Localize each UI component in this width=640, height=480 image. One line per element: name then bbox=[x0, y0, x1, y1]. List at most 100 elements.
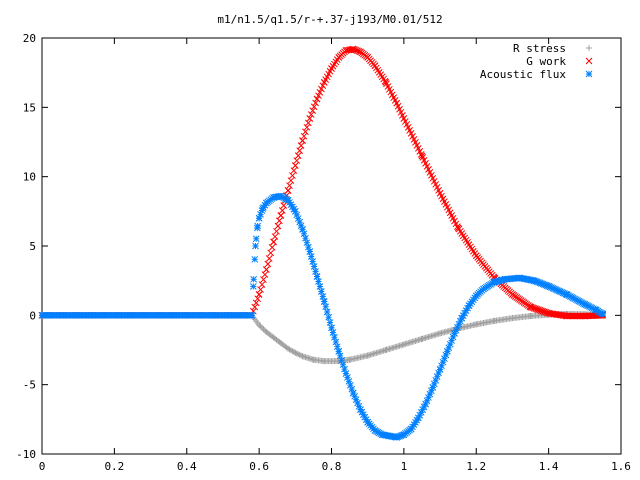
data-point bbox=[260, 276, 267, 283]
data-point bbox=[400, 115, 408, 122]
data-point bbox=[331, 333, 338, 341]
chart-title: m1/n1.5/q1.5/r-+.37-j193/M0.01/512 bbox=[217, 13, 442, 26]
x-tick-label: 0.6 bbox=[249, 460, 269, 473]
data-point bbox=[256, 322, 263, 329]
data-point bbox=[261, 271, 269, 278]
data-point bbox=[290, 167, 298, 174]
legend-label: R stress bbox=[513, 42, 566, 55]
data-point bbox=[300, 230, 308, 238]
data-point bbox=[393, 99, 400, 107]
data-point bbox=[341, 365, 348, 373]
data-point bbox=[309, 107, 317, 115]
data-point bbox=[310, 356, 317, 363]
data-point bbox=[263, 328, 270, 335]
data-point bbox=[429, 384, 437, 391]
data-point bbox=[322, 303, 330, 311]
data-point bbox=[472, 292, 480, 300]
data-point bbox=[287, 177, 295, 184]
data-point bbox=[435, 369, 442, 377]
y-tick-label: 5 bbox=[29, 240, 36, 253]
data-point bbox=[300, 132, 308, 140]
data-point bbox=[315, 92, 322, 100]
data-point bbox=[530, 277, 538, 285]
data-point bbox=[332, 338, 340, 346]
data-point bbox=[328, 65, 335, 72]
data-point bbox=[326, 319, 334, 326]
data-point bbox=[335, 348, 343, 355]
x-tick-label: 0 bbox=[39, 460, 46, 473]
data-point bbox=[284, 187, 292, 194]
data-point bbox=[393, 434, 400, 441]
data-point bbox=[293, 157, 301, 164]
data-point bbox=[472, 252, 480, 260]
data-point bbox=[286, 182, 293, 189]
data-point bbox=[296, 147, 304, 154]
data-point bbox=[295, 351, 302, 358]
data-point bbox=[306, 115, 314, 122]
data-point bbox=[297, 142, 305, 149]
data-point bbox=[418, 152, 426, 160]
data-point bbox=[371, 62, 379, 70]
data-point bbox=[270, 194, 277, 201]
series-layer bbox=[38, 45, 607, 441]
data-point bbox=[436, 189, 444, 197]
data-point bbox=[291, 207, 299, 215]
data-point bbox=[265, 255, 273, 262]
data-point bbox=[349, 45, 357, 53]
axis-ticks: 0 0.2 0.4 0.6 0.8 1 1.2 1.4 1.6 -10 -5 0 5 10 15 20 bbox=[16, 32, 631, 473]
data-point bbox=[315, 278, 322, 285]
data-point bbox=[433, 373, 441, 380]
data-point bbox=[263, 266, 270, 273]
data-point bbox=[309, 258, 317, 265]
data-point bbox=[465, 302, 473, 309]
data-point bbox=[277, 192, 285, 200]
data-point bbox=[310, 263, 318, 270]
y-tick-label: -5 bbox=[23, 379, 36, 392]
data-point bbox=[293, 350, 300, 357]
data-point bbox=[418, 335, 425, 342]
data-point bbox=[251, 303, 259, 311]
data-point bbox=[284, 196, 292, 204]
data-point bbox=[346, 356, 353, 363]
data-point bbox=[335, 54, 343, 61]
data-point bbox=[382, 347, 389, 353]
data-point bbox=[271, 233, 279, 240]
data-point bbox=[253, 224, 261, 232]
data-point bbox=[248, 311, 256, 319]
data-point bbox=[299, 137, 306, 144]
data-point bbox=[336, 352, 344, 360]
data-point bbox=[255, 214, 263, 222]
data-point bbox=[599, 310, 607, 318]
data-point bbox=[280, 202, 288, 209]
data-point bbox=[258, 281, 266, 288]
data-point bbox=[313, 95, 321, 103]
data-point bbox=[319, 82, 327, 90]
data-point bbox=[480, 285, 487, 293]
data-point bbox=[545, 309, 552, 317]
y-tick-label: 10 bbox=[23, 171, 36, 184]
data-point bbox=[296, 351, 303, 358]
legend-label: Acoustic flux bbox=[480, 68, 566, 81]
data-point bbox=[255, 291, 263, 298]
data-point bbox=[259, 205, 267, 212]
data-point bbox=[364, 352, 371, 359]
legend-marker bbox=[586, 45, 592, 51]
data-point bbox=[349, 389, 357, 397]
data-point bbox=[458, 314, 466, 322]
plot-frame bbox=[41, 37, 622, 455]
data-point bbox=[527, 313, 534, 320]
data-point bbox=[364, 418, 372, 426]
data-point bbox=[348, 385, 356, 393]
x-tick-label: 0.4 bbox=[177, 460, 197, 473]
data-point bbox=[329, 329, 337, 336]
data-point bbox=[545, 282, 552, 290]
data-point bbox=[407, 425, 415, 433]
data-point bbox=[333, 343, 341, 351]
data-point bbox=[270, 334, 277, 341]
y-tick-label: 15 bbox=[23, 101, 36, 114]
data-point bbox=[304, 119, 312, 127]
y-tick-label: -10 bbox=[16, 448, 36, 461]
data-point bbox=[299, 226, 306, 233]
x-tick-label: 1.6 bbox=[611, 460, 631, 473]
